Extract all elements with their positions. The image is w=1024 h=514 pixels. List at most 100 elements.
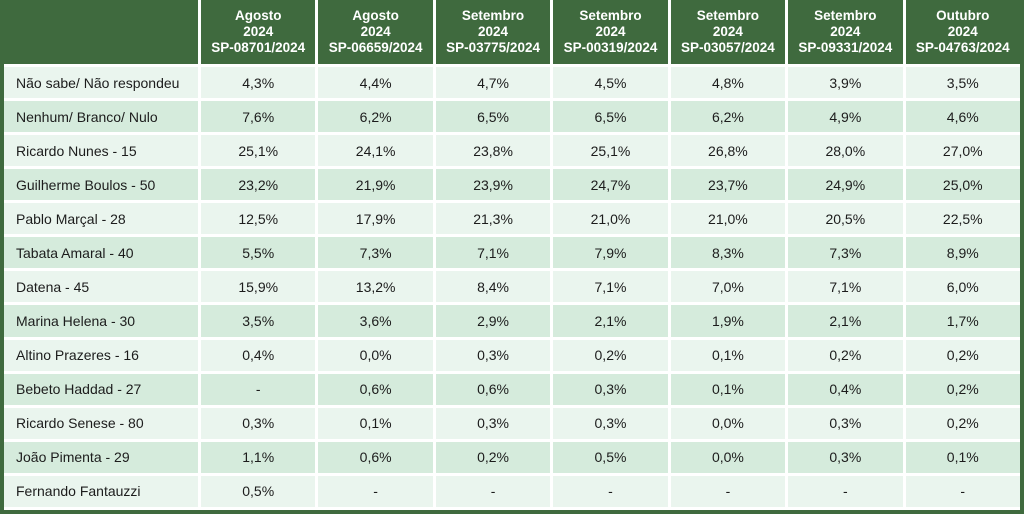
poll-value: 2,9% <box>432 305 551 340</box>
column-month: Setembro <box>696 8 760 23</box>
poll-value: 0,3% <box>198 407 316 442</box>
poll-results-table: Agosto 2024 SP-08701/2024 Agosto 2024 SP… <box>4 0 1020 510</box>
poll-value: 3,5% <box>902 67 1020 102</box>
candidate-label: João Pimenta - 29 <box>4 441 198 476</box>
poll-value: 0,5% <box>550 441 668 476</box>
poll-value: 8,3% <box>667 237 786 272</box>
candidate-label: Altino Prazeres - 16 <box>4 339 198 374</box>
column-year: 2024 <box>360 24 391 39</box>
column-code: SP-06659/2024 <box>328 40 423 55</box>
poll-value: 23,2% <box>198 169 316 204</box>
candidate-label: Marina Helena - 30 <box>4 305 198 340</box>
poll-value: 4,7% <box>432 67 551 102</box>
poll-value: 3,6% <box>315 305 433 340</box>
poll-value: 21,3% <box>432 203 551 238</box>
poll-value: - <box>550 475 668 510</box>
table-row: Altino Prazeres - 16 0,4% 0,0% 0,3% 0,2% 0,1%… <box>4 339 1020 374</box>
poll-value: 4,4% <box>315 67 433 102</box>
poll-value: 0,3% <box>785 441 903 476</box>
poll-value: 7,3% <box>785 237 903 272</box>
poll-value: - <box>315 475 433 510</box>
poll-value: 7,3% <box>315 237 433 272</box>
poll-value: 17,9% <box>315 203 433 238</box>
poll-value: 0,0% <box>315 339 433 374</box>
poll-value: - <box>667 475 786 510</box>
poll-value: 0,2% <box>902 373 1020 408</box>
poll-value: 0,2% <box>550 339 668 374</box>
poll-value: 0,3% <box>432 339 551 374</box>
candidate-label: Ricardo Senese - 80 <box>4 407 198 442</box>
column-header-5: Setembro 2024 SP-03057/2024 <box>667 0 786 67</box>
poll-value: 0,2% <box>902 407 1020 442</box>
column-header-4: Setembro 2024 SP-00319/2024 <box>550 0 668 67</box>
poll-value: 0,2% <box>785 339 903 374</box>
poll-value: 23,7% <box>667 169 786 204</box>
poll-value: 6,2% <box>315 101 433 136</box>
poll-value: 6,0% <box>902 271 1020 306</box>
column-header-6: Setembro 2024 SP-09331/2024 <box>785 0 903 67</box>
poll-value: - <box>432 475 551 510</box>
poll-value: 12,5% <box>198 203 316 238</box>
poll-value: 7,6% <box>198 101 316 136</box>
column-month: Agosto <box>352 8 399 23</box>
column-code: SP-03057/2024 <box>680 40 775 55</box>
poll-value: 21,9% <box>315 169 433 204</box>
poll-value: 21,0% <box>550 203 668 238</box>
poll-value: 7,9% <box>550 237 668 272</box>
table-row: Marina Helena - 30 3,5% 3,6% 2,9% 2,1% 1,9% 2,… <box>4 305 1020 340</box>
column-code: SP-00319/2024 <box>563 40 658 55</box>
column-code: SP-09331/2024 <box>798 40 893 55</box>
column-month: Setembro <box>461 8 525 23</box>
poll-value: 23,8% <box>432 135 551 170</box>
poll-value: 13,2% <box>315 271 433 306</box>
candidate-label: Pablo Marçal - 28 <box>4 203 198 238</box>
poll-value: 0,6% <box>315 441 433 476</box>
column-year: 2024 <box>478 24 509 39</box>
poll-value: 0,0% <box>667 441 786 476</box>
column-year: 2024 <box>830 24 861 39</box>
poll-value: 0,3% <box>550 373 668 408</box>
poll-value: 0,2% <box>902 339 1020 374</box>
poll-value: - <box>902 475 1020 510</box>
column-month: Setembro <box>579 8 642 23</box>
corner-cell <box>4 0 198 67</box>
poll-value: 4,6% <box>902 101 1020 136</box>
column-month: Setembro <box>814 8 877 23</box>
column-month: Agosto <box>234 8 282 23</box>
header-row: Agosto 2024 SP-08701/2024 Agosto 2024 SP… <box>4 0 1020 67</box>
poll-value: 21,0% <box>667 203 786 238</box>
candidate-label: Tabata Amaral - 40 <box>4 237 198 272</box>
table-row: Ricardo Nunes - 15 25,1% 24,1% 23,8% 25,1% 26… <box>4 135 1020 170</box>
table-header: Agosto 2024 SP-08701/2024 Agosto 2024 SP… <box>4 0 1020 67</box>
column-code: SP-03775/2024 <box>446 40 540 55</box>
column-header-1: Agosto 2024 SP-08701/2024 <box>198 0 316 67</box>
poll-value: 26,8% <box>667 135 786 170</box>
column-code: SP-08701/2024 <box>211 40 306 55</box>
poll-value: 15,9% <box>198 271 316 306</box>
column-year: 2024 <box>595 24 626 39</box>
poll-value: 0,5% <box>198 475 316 510</box>
column-header-2: Agosto 2024 SP-06659/2024 <box>315 0 433 67</box>
poll-value: 4,5% <box>550 67 668 102</box>
poll-value: 4,8% <box>667 67 786 102</box>
poll-value: 1,7% <box>902 305 1020 340</box>
poll-value: 0,2% <box>432 441 551 476</box>
poll-value: 0,3% <box>550 407 668 442</box>
table-row: João Pimenta - 29 1,1% 0,6% 0,2% 0,5% 0,0% 0,3… <box>4 441 1020 476</box>
poll-value: 3,5% <box>198 305 316 340</box>
poll-value: 0,1% <box>902 441 1020 476</box>
poll-value: 3,9% <box>785 67 903 102</box>
poll-value: 0,4% <box>785 373 903 408</box>
table-row: Ricardo Senese - 80 0,3% 0,1% 0,3% 0,3% 0,0% 0… <box>4 407 1020 442</box>
candidate-label: Nenhum/ Branco/ Nulo <box>4 101 198 136</box>
poll-value: 0,3% <box>432 407 551 442</box>
candidate-label: Datena - 45 <box>4 271 198 306</box>
poll-value: 5,5% <box>198 237 316 272</box>
poll-value: 7,1% <box>550 271 668 306</box>
column-year: 2024 <box>712 24 743 39</box>
poll-value: - <box>198 373 316 408</box>
table-row: Pablo Marçal - 28 12,5% 17,9% 21,3% 21,0% 21,… <box>4 203 1020 238</box>
poll-value: 7,1% <box>432 237 551 272</box>
poll-value: 6,5% <box>432 101 551 136</box>
poll-value: 23,9% <box>432 169 551 204</box>
